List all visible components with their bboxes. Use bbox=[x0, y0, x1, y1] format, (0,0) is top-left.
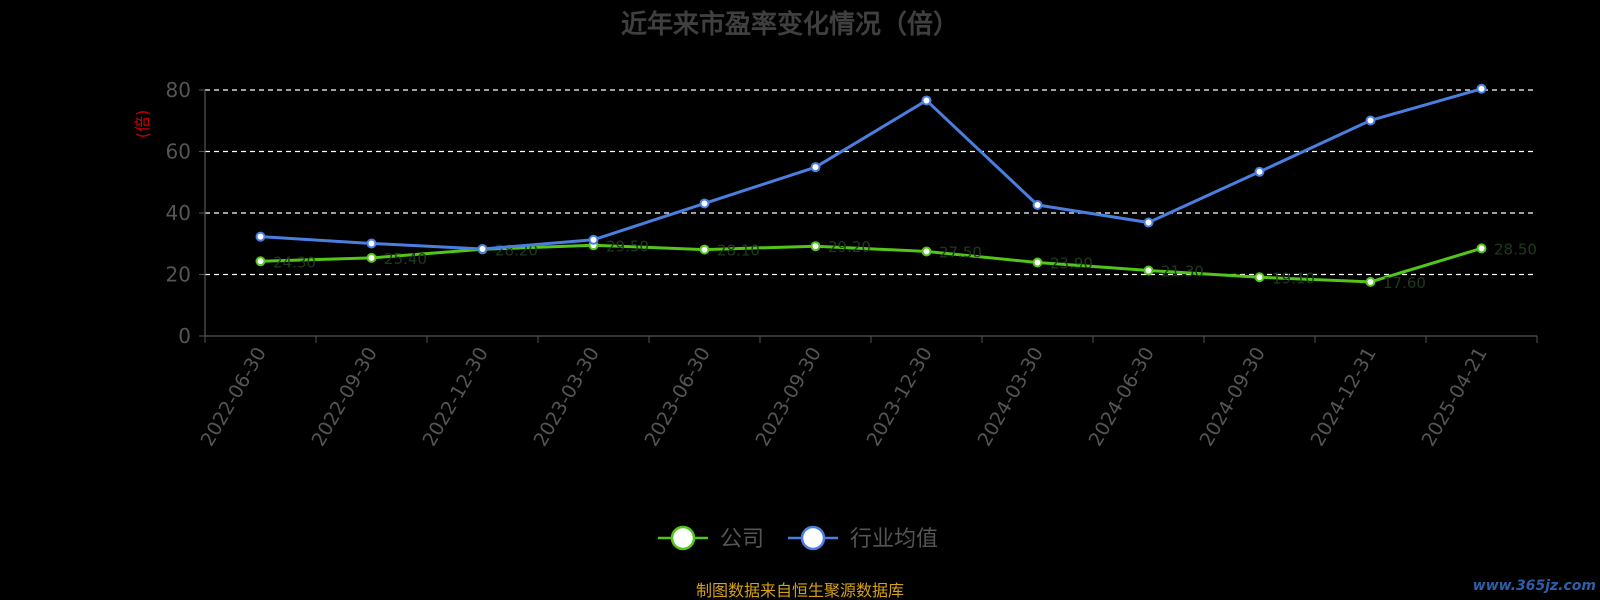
x-tick-label: 2024-09-30 bbox=[1196, 344, 1270, 451]
data-label: 17.60 bbox=[1383, 274, 1426, 292]
series-point-0[interactable] bbox=[1143, 265, 1154, 276]
x-tick-label: 2022-09-30 bbox=[308, 344, 382, 451]
series-point-1[interactable] bbox=[1254, 166, 1265, 177]
y-tick-label: 20 bbox=[166, 263, 191, 287]
series-point-0[interactable] bbox=[1476, 243, 1487, 254]
legend-marker-icon bbox=[670, 525, 696, 551]
series-group: 24.30 25.40 28.20 29.50 28.10 29.20 27.5023.90… bbox=[255, 83, 1537, 292]
series-point-0[interactable] bbox=[921, 246, 932, 257]
x-tick-label: 2024-06-30 bbox=[1085, 344, 1159, 451]
series-point-1[interactable] bbox=[255, 231, 266, 242]
legend[interactable]: 公司 行业均值 bbox=[658, 525, 938, 552]
series-point-1[interactable] bbox=[366, 238, 377, 249]
x-tick-label: 2024-03-30 bbox=[974, 344, 1048, 451]
data-label: 28.50 bbox=[1494, 240, 1537, 258]
series-point-1[interactable] bbox=[1032, 200, 1043, 211]
series-point-1[interactable] bbox=[588, 234, 599, 245]
data-label: 19.10 bbox=[1272, 269, 1315, 287]
data-label: 28.10 bbox=[717, 242, 760, 260]
series-point-0[interactable] bbox=[1365, 276, 1376, 287]
series-point-1[interactable] bbox=[1476, 83, 1487, 94]
legend-label: 公司 bbox=[720, 527, 764, 552]
series-point-0[interactable] bbox=[699, 244, 710, 255]
data-label: 29.20 bbox=[828, 238, 871, 256]
source-footer: 制图数据来自恒生聚源数据库 bbox=[696, 581, 904, 600]
x-tick-label: 2023-09-30 bbox=[752, 344, 826, 451]
y-axis-label: (倍) bbox=[133, 110, 152, 139]
series-point-1[interactable] bbox=[921, 95, 932, 106]
x-tick-label: 2024-12-31 bbox=[1307, 344, 1381, 451]
series-point-1[interactable] bbox=[699, 198, 710, 209]
x-tick-label: 2023-03-30 bbox=[530, 344, 604, 451]
legend-marker-icon bbox=[800, 525, 826, 551]
y-tick-label: 60 bbox=[166, 140, 191, 164]
x-tick-label: 2023-06-30 bbox=[641, 344, 715, 451]
series-point-1[interactable] bbox=[810, 162, 821, 173]
series-line-1 bbox=[260, 87, 1482, 251]
series-point-0[interactable] bbox=[810, 241, 821, 252]
grid-lines bbox=[205, 89, 1537, 276]
y-ticks: 0 20 40 60 80 bbox=[166, 78, 191, 348]
series-line-0 bbox=[260, 243, 1482, 284]
y-tick-label: 40 bbox=[166, 201, 191, 225]
x-tick-label: 2022-12-30 bbox=[419, 344, 493, 451]
data-label: 24.30 bbox=[273, 253, 316, 271]
data-label: 25.40 bbox=[384, 250, 427, 268]
chart-title: 近年来市盈率变化情况（倍） bbox=[621, 9, 959, 40]
legend-label: 行业均值 bbox=[850, 527, 938, 552]
data-label: 27.50 bbox=[939, 243, 982, 261]
axes bbox=[199, 89, 1538, 343]
legend-item-1[interactable]: 行业均值 bbox=[788, 525, 938, 552]
series-point-0[interactable] bbox=[255, 256, 266, 267]
data-label: 23.90 bbox=[1050, 255, 1093, 273]
series-point-0[interactable] bbox=[366, 252, 377, 263]
data-label: 29.50 bbox=[606, 237, 649, 255]
y-tick-label: 0 bbox=[178, 324, 191, 348]
x-ticks: 2022-06-30 2022-09-30 2022-12-30 2023-03-30… bbox=[197, 344, 1492, 451]
series-point-1[interactable] bbox=[1143, 217, 1154, 228]
x-tick-label: 2025-04-21 bbox=[1418, 344, 1492, 451]
watermark: www.365jz.com bbox=[1473, 578, 1596, 594]
series-point-1[interactable] bbox=[477, 243, 488, 254]
y-tick-label: 80 bbox=[166, 78, 191, 102]
data-label: 21.30 bbox=[1161, 263, 1204, 281]
x-tick-label: 2022-06-30 bbox=[197, 344, 271, 451]
x-tick-label: 2023-12-30 bbox=[863, 344, 937, 451]
series-point-0[interactable] bbox=[1254, 272, 1265, 283]
legend-item-0[interactable]: 公司 bbox=[658, 525, 764, 552]
series-point-1[interactable] bbox=[1365, 115, 1376, 126]
series-point-0[interactable] bbox=[1032, 257, 1043, 268]
